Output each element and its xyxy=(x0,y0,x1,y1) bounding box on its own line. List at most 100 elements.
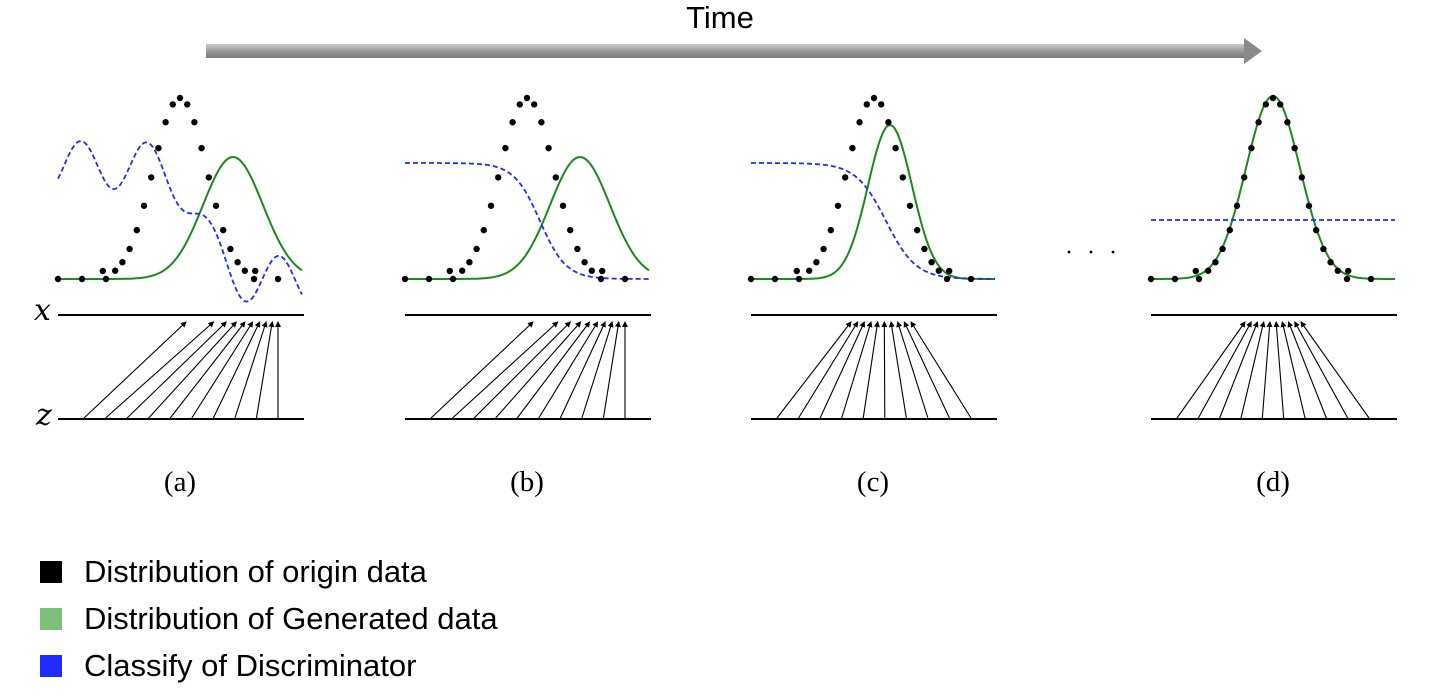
data-dot xyxy=(99,267,107,275)
data-dot xyxy=(466,258,473,266)
data-dot xyxy=(559,202,567,209)
mapping-arrow xyxy=(1300,321,1370,419)
data-dot xyxy=(892,144,899,152)
mapping-arrow xyxy=(148,321,237,419)
legend-label: Distribution of Generated data xyxy=(84,600,498,636)
ellipsis: · · · xyxy=(1065,240,1121,266)
data-dot xyxy=(921,245,928,253)
data-dot xyxy=(1226,226,1234,234)
data-dot xyxy=(581,258,588,266)
data-dot xyxy=(495,174,502,181)
data-dot xyxy=(1147,275,1155,283)
data-dot xyxy=(1195,275,1203,283)
data-dot xyxy=(227,245,234,253)
data-dot xyxy=(531,101,538,108)
mapping-arrow xyxy=(896,321,929,419)
data-dot xyxy=(1284,119,1291,126)
mapping-arrow xyxy=(105,321,215,419)
generated-distribution-curve xyxy=(405,156,650,280)
panel-b xyxy=(401,94,651,420)
mapping-arrows xyxy=(1176,321,1370,419)
data-dot xyxy=(480,226,487,234)
mapping-arrow xyxy=(1294,321,1349,419)
data-dot xyxy=(169,101,176,108)
data-dot xyxy=(1345,267,1352,275)
data-dot xyxy=(885,119,892,126)
mapping-arrow xyxy=(841,321,873,419)
data-dot xyxy=(813,258,820,266)
legend: Distribution of origin data Distribution… xyxy=(40,548,498,689)
data-dot xyxy=(1241,174,1248,181)
data-dot xyxy=(162,119,169,126)
data-dot xyxy=(126,245,133,253)
mapping-arrow xyxy=(559,321,606,419)
mapping-arrow xyxy=(83,321,187,419)
panel-label-d: (d) xyxy=(1256,466,1290,498)
legend-item-discriminator: Classify of Discriminator xyxy=(40,642,498,689)
data-dot xyxy=(401,275,409,283)
data-dot xyxy=(878,101,885,108)
data-dot xyxy=(473,245,480,253)
generated-distribution-curve xyxy=(58,156,303,280)
data-dot xyxy=(1334,267,1342,274)
mapping-arrow xyxy=(910,321,972,419)
data-dot xyxy=(1320,245,1327,253)
data-dot xyxy=(1313,226,1320,234)
data-dot xyxy=(1171,275,1179,283)
data-dot xyxy=(1212,258,1219,266)
origin-data-dots xyxy=(747,94,975,283)
data-dot xyxy=(425,275,433,283)
data-dot xyxy=(967,275,975,283)
mapping-arrow xyxy=(1273,321,1285,419)
z-axis-label: z xyxy=(36,398,52,433)
data-dot xyxy=(870,94,878,102)
data-dot xyxy=(621,275,629,283)
mapping-arrow xyxy=(495,321,582,419)
data-dot xyxy=(1327,258,1334,266)
data-dot xyxy=(1219,245,1226,253)
data-dot xyxy=(899,174,906,181)
mapping-arrow xyxy=(430,321,534,419)
mapping-arrow xyxy=(602,321,621,419)
origin-data-dots xyxy=(1147,94,1375,283)
time-label: Time xyxy=(686,0,754,35)
mapping-arrow xyxy=(169,321,246,419)
mapping-arrow xyxy=(538,321,599,419)
data-dot xyxy=(449,275,457,283)
data-dot xyxy=(793,267,800,275)
panel-label-c: (c) xyxy=(856,466,890,498)
legend-swatch-black xyxy=(40,560,62,583)
mapping-arrow xyxy=(862,321,880,419)
data-dot xyxy=(509,119,516,126)
discriminator-curve xyxy=(751,162,995,280)
legend-label: Classify of Discriminator xyxy=(84,647,417,683)
generated-distribution-curve xyxy=(1151,94,1395,280)
mapping-arrow xyxy=(1280,321,1306,419)
mapping-arrows xyxy=(83,321,281,419)
generated-distribution-curve xyxy=(751,124,995,280)
mapping-arrow xyxy=(126,321,227,419)
discriminator-curve xyxy=(57,140,303,303)
data-dot xyxy=(1343,275,1351,283)
data-dot xyxy=(849,144,856,152)
data-dot xyxy=(820,245,827,253)
panel-label-b: (b) xyxy=(510,466,544,498)
mapping-arrow xyxy=(1240,321,1266,419)
data-dot xyxy=(54,275,62,283)
mapping-arrow xyxy=(516,321,591,419)
data-dot xyxy=(176,94,184,102)
mapping-arrow xyxy=(798,321,859,419)
mapping-arrow xyxy=(1219,321,1259,419)
data-dot xyxy=(1233,202,1241,209)
data-dot xyxy=(198,144,205,152)
data-dot xyxy=(241,267,248,274)
discriminator-curve xyxy=(405,162,649,280)
data-dot xyxy=(943,275,951,283)
data-dot xyxy=(502,144,509,152)
time-arrow xyxy=(206,38,1262,64)
data-dot xyxy=(1269,94,1277,102)
data-dot xyxy=(516,101,523,108)
data-dot xyxy=(1298,174,1306,181)
data-dot xyxy=(538,119,545,126)
